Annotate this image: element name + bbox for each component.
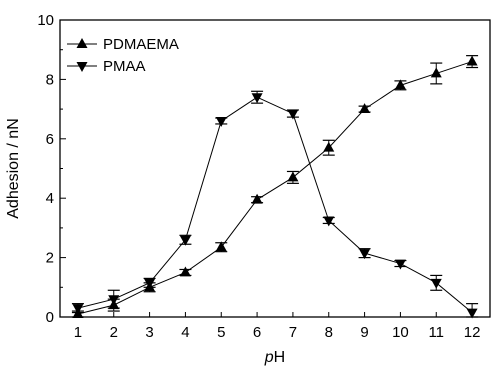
y-tick-label: 4 (46, 190, 54, 207)
x-tick-label: 9 (360, 324, 368, 341)
y-axis-label: Adhesion / nN (5, 118, 22, 219)
data-point (287, 171, 299, 182)
data-point (394, 259, 406, 270)
data-point (251, 93, 263, 104)
data-point (359, 103, 371, 114)
x-axis: 1 2 3 4 5 6 7 8 9 10 11 12 (74, 312, 481, 341)
x-tick-label: 2 (110, 324, 118, 341)
y-tick-label: 2 (46, 250, 54, 267)
x-axis-label-italic: p (264, 349, 274, 366)
legend-marker (76, 38, 88, 48)
data-point (144, 278, 156, 289)
series-layer (71, 55, 479, 319)
x-axis-label: pH (264, 349, 285, 366)
data-point (323, 141, 335, 152)
y-tick-label: 0 (46, 309, 54, 326)
x-tick-label: 4 (181, 324, 189, 341)
data-point (179, 266, 191, 277)
series-line (77, 61, 473, 315)
legend-label: PMAA (103, 58, 146, 75)
y-axis: 0 2 4 6 8 10 (37, 12, 66, 326)
series-pmaa (71, 90, 479, 319)
x-tick-label: 11 (428, 324, 444, 341)
x-tick-label: 10 (392, 324, 409, 341)
x-tick-label: 3 (145, 324, 153, 341)
y-tick-label: 10 (37, 12, 54, 29)
legend: PDMAEMA PMAA (67, 36, 179, 75)
data-point (108, 295, 120, 306)
series-line (77, 96, 473, 313)
x-tick-label: 6 (253, 324, 261, 341)
data-point (394, 79, 406, 90)
y-tick-label: 8 (46, 71, 54, 88)
legend-marker (76, 62, 88, 72)
x-axis-label-rest: H (274, 349, 286, 366)
data-point (323, 216, 335, 227)
data-point (466, 308, 478, 319)
legend-item-pdmaema: PDMAEMA (67, 36, 179, 53)
data-point (430, 67, 442, 78)
y-tick-label: 6 (46, 131, 54, 148)
data-point (251, 193, 263, 204)
data-point (466, 55, 478, 66)
legend-item-pmaa: PMAA (67, 58, 146, 75)
x-tick-label: 8 (325, 324, 333, 341)
legend-label: PDMAEMA (103, 36, 179, 53)
x-tick-label: 12 (464, 324, 481, 341)
x-tick-label: 1 (74, 324, 82, 341)
data-point (215, 117, 227, 127)
data-point (215, 241, 227, 252)
data-point (179, 235, 191, 246)
x-tick-label: 5 (217, 324, 225, 341)
data-point (72, 304, 84, 315)
data-point (287, 109, 299, 120)
data-point (359, 249, 371, 260)
data-point (430, 278, 442, 289)
series-pdmaema (71, 55, 479, 318)
x-tick-label: 7 (289, 324, 297, 341)
